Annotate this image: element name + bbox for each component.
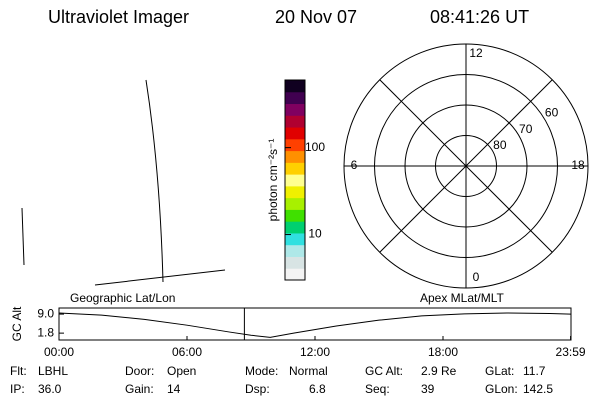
info-value: 11.7 (523, 364, 546, 378)
info-value: Open (167, 364, 196, 378)
annotation: Geographic Lat/Lon (70, 291, 175, 305)
info-value: Normal (289, 364, 328, 378)
colorbar-segment (285, 256, 305, 269)
colorbar-segment (285, 197, 305, 210)
info-label: Gain: (125, 382, 154, 396)
y-axis-label: GC Alt (10, 306, 24, 341)
info-label: Door: (125, 364, 154, 378)
colorbar-segment (285, 150, 305, 163)
colorbar-tick-label: 100 (305, 140, 325, 154)
y-tick-label: 1.8 (37, 325, 54, 339)
grid-curve (145, 79, 164, 283)
colorbar-segment (285, 221, 305, 234)
colorbar-segment (285, 232, 305, 246)
colorbar-segment (285, 162, 305, 175)
x-tick-label: 18:00 (428, 345, 458, 359)
grid-curve (21, 207, 25, 266)
polar-ring-label: 60 (545, 106, 559, 120)
info-value: LBHL (38, 364, 68, 378)
colorbar-tick-label: 10 (308, 227, 322, 241)
info-value: 142.5 (523, 382, 553, 396)
title: Ultraviolet Imager (48, 7, 189, 27)
mlt-label: 0 (473, 270, 480, 284)
colorbar-segment (285, 91, 305, 105)
y-tick-label: 9.0 (37, 306, 54, 320)
colorbar-segment (285, 115, 305, 128)
colorbar-frame (284, 79, 306, 281)
x-tick-label: 23:59 (556, 345, 586, 359)
polar-ring-label: 80 (493, 138, 507, 152)
polar-spoke (379, 79, 553, 253)
colorbar-segment (285, 185, 305, 199)
mlt-label: 18 (571, 158, 585, 172)
info-value: 14 (167, 382, 181, 396)
image-panel (21, 79, 226, 286)
info-value: 36.0 (38, 382, 62, 396)
info-label: Mode: (245, 364, 278, 378)
x-tick-label: 12:00 (300, 345, 330, 359)
grid-curve (94, 269, 226, 286)
info-label: Flt: (10, 364, 27, 378)
info-value: 6.8 (309, 382, 326, 396)
x-tick-label: 06:00 (172, 345, 202, 359)
info-value: 2.9 Re (421, 364, 457, 378)
info-label: GLat: (485, 364, 514, 378)
mlt-label: 12 (469, 46, 483, 60)
colorbar-segment (285, 209, 305, 222)
annotation: Apex MLat/MLT (420, 291, 504, 305)
colorbar-label: photon cm⁻²s⁻¹ (266, 139, 280, 222)
date: 20 Nov 07 (275, 7, 357, 27)
polar-ring-label: 70 (519, 122, 533, 136)
info-label: GLon: (485, 382, 518, 396)
colorbar-segment (285, 174, 305, 187)
x-tick-label: 00:00 (44, 345, 74, 359)
time: 08:41:26 UT (430, 7, 529, 27)
colorbar-segment (285, 127, 305, 140)
info-label: Dsp: (245, 382, 270, 396)
info-label: GC Alt: (365, 364, 403, 378)
colorbar-segment (285, 138, 305, 152)
colorbar-segment (285, 103, 305, 116)
mlt-label: 6 (351, 158, 358, 172)
info-label: IP: (10, 382, 25, 396)
colorbar-segment (285, 244, 305, 257)
colorbar-segment (285, 268, 305, 281)
info-value: 39 (421, 382, 435, 396)
altitude-line (58, 312, 571, 338)
colorbar-segment (285, 80, 305, 93)
info-label: Seq: (365, 382, 390, 396)
